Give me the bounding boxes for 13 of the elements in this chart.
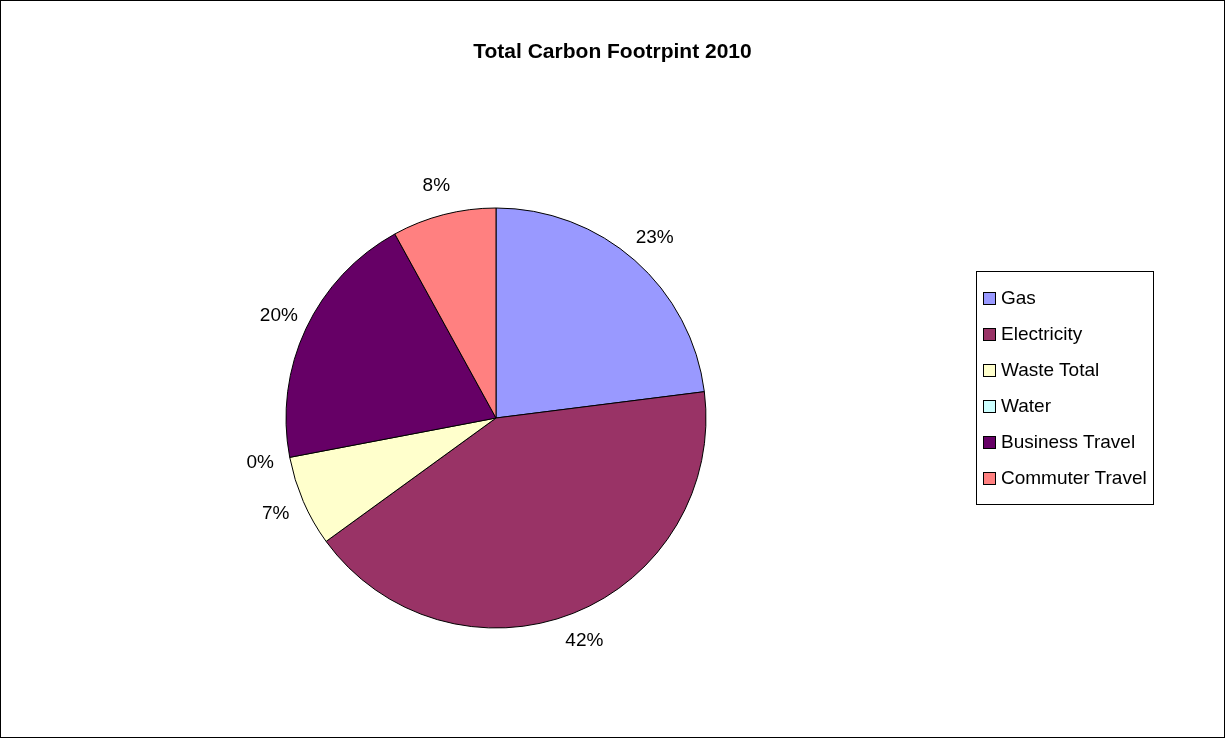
legend-label: Commuter Travel [1001, 467, 1147, 489]
chart-title: Total Carbon Footrpint 2010 [472, 39, 753, 63]
data-label: 20% [259, 304, 298, 326]
data-label: 42% [565, 629, 604, 651]
legend-label: Gas [1001, 287, 1036, 309]
legend-label: Business Travel [1001, 431, 1136, 453]
data-label: 7% [262, 501, 290, 523]
legend-label: Waste Total [1001, 359, 1100, 381]
legend-label: Water [1001, 395, 1051, 417]
data-label: 8% [422, 173, 451, 195]
text: 0% [246, 451, 274, 473]
data-label: 23% [635, 226, 674, 248]
legend-label: Electricity [1001, 323, 1083, 345]
